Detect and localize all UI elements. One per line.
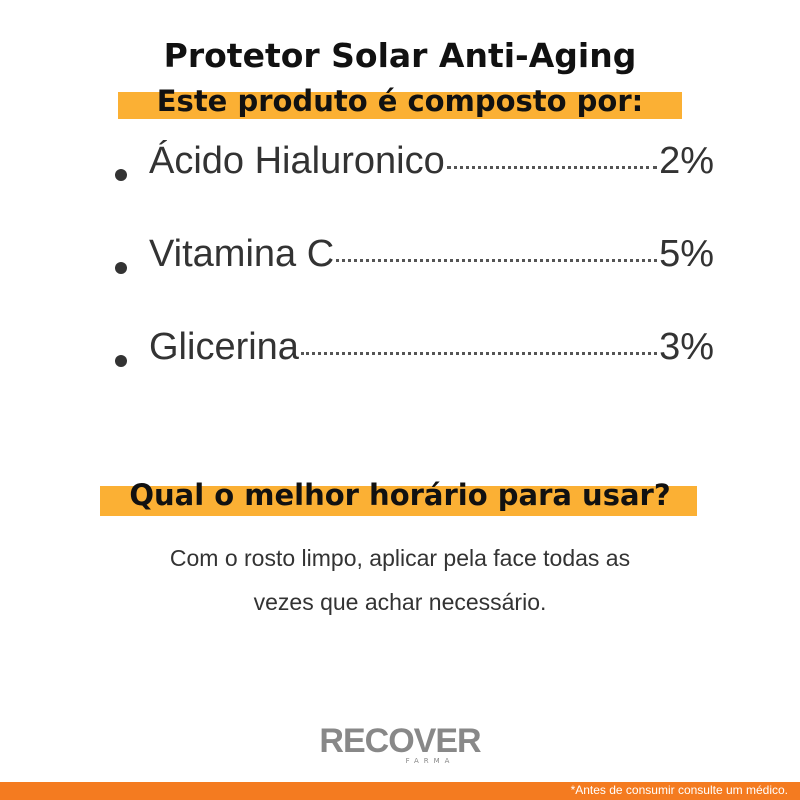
footer-note: *Antes de consumir consulte um médico. <box>570 783 788 797</box>
dot-leader <box>300 352 658 355</box>
answer: Com o rosto limpo, aplicar pela face tod… <box>169 545 631 615</box>
dot-leader <box>336 259 658 262</box>
title: Protetor Solar Anti-Aging <box>163 36 637 75</box>
ingredient-name: Glicerina <box>149 326 299 368</box>
bullet <box>115 261 127 274</box>
logo-brand: RECOVER <box>319 722 481 760</box>
subtitle-highlight <box>118 92 682 119</box>
dot-leader <box>446 166 658 169</box>
ingredient: Vitamina C 5% <box>110 233 714 326</box>
subtitle: Este produto é composto por: <box>156 84 644 118</box>
ingredient: Ácido Hialuronico 2% <box>110 140 714 233</box>
ingredient-name: Vitamina C <box>149 233 335 275</box>
ingredient-amount: 2% <box>659 140 714 182</box>
logo: RECOVER FARMA <box>0 722 800 765</box>
bullet <box>115 168 127 181</box>
bullet <box>115 354 127 367</box>
question: Qual o melhor horário para usar? <box>129 478 671 512</box>
ingredient-amount: 3% <box>659 326 714 368</box>
question-highlight <box>100 486 697 516</box>
ingredient: Glicerina 3% <box>110 326 714 419</box>
ingredient-name: Ácido Hialuronico <box>149 140 445 182</box>
footer-bar: *Antes de consumir consulte um médico. <box>0 782 800 800</box>
ingredient-amount: 5% <box>659 233 714 275</box>
logo-tagline: FARMA <box>405 757 455 765</box>
ingredient-list: Ácido Hialuronico 2% Vitamina C 5% Glicerina… <box>110 140 714 419</box>
